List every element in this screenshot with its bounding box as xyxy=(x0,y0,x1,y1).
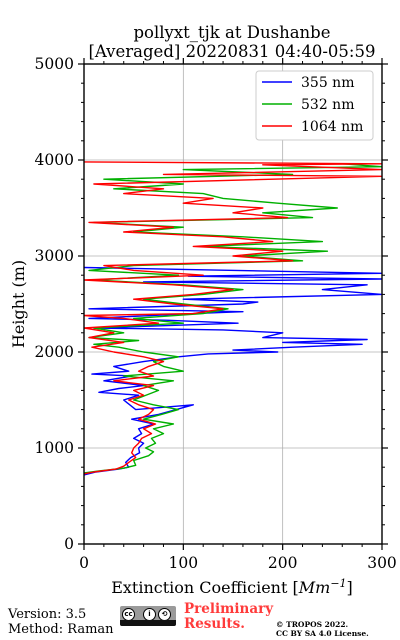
ticks xyxy=(78,58,388,550)
series-line-355-nm xyxy=(84,266,382,476)
y-tick-label: 1000 xyxy=(35,439,74,457)
preliminary-line2: Results. xyxy=(184,616,245,632)
legend-label-355: 355 nm xyxy=(301,75,354,91)
cc-license-badge: cc i ⟲ xyxy=(120,606,176,626)
legend-label-1064: 1064 nm xyxy=(301,119,363,135)
x-tick-label: 300 xyxy=(367,554,397,572)
y-tick-label: 0 xyxy=(64,535,74,553)
copyright-line2: CC BY SA 4.0 License. xyxy=(276,629,369,638)
series-line-532-nm xyxy=(84,163,382,474)
x-axis-label: Extinction Coefficient [Mm−1] xyxy=(111,577,353,597)
legend-box xyxy=(255,70,374,141)
chart-title: pollyxt_tjk at Dushanbe xyxy=(133,23,330,42)
preliminary-notice: Preliminary Results. xyxy=(184,602,273,632)
x-tick-label: 100 xyxy=(169,554,199,572)
version-text: Version: 3.5 xyxy=(8,607,87,622)
x-tick-label: 0 xyxy=(79,554,89,572)
cc-badge-strip xyxy=(120,620,176,626)
copyright-line1: © TROPOS 2022. xyxy=(276,620,349,629)
plot-frame xyxy=(83,63,383,545)
series-line-1064-nm xyxy=(84,161,382,475)
legend: 355 nm 532 nm 1064 nm xyxy=(255,70,374,141)
y-tick-label: 4000 xyxy=(35,151,74,169)
y-tick-label: 2000 xyxy=(35,343,74,361)
copyright-notice: © TROPOS 2022. CC BY SA 4.0 License. xyxy=(276,620,369,638)
legend-label-532: 532 nm xyxy=(301,97,354,113)
chart-subtitle: [Averaged] 20220831 04:40-05:59 xyxy=(89,42,376,61)
x-tick-label: 200 xyxy=(268,554,298,572)
method-text: Method: Raman xyxy=(8,622,114,637)
series-group xyxy=(84,161,382,476)
extinction-chart: pollyxt_tjk at Dushanbe [Averaged] 20220… xyxy=(9,23,397,597)
y-tick-label: 3000 xyxy=(35,247,74,265)
y-tick-label: 5000 xyxy=(35,55,74,73)
y-axis-label: Height (m) xyxy=(9,260,28,348)
preliminary-line1: Preliminary xyxy=(184,601,274,617)
